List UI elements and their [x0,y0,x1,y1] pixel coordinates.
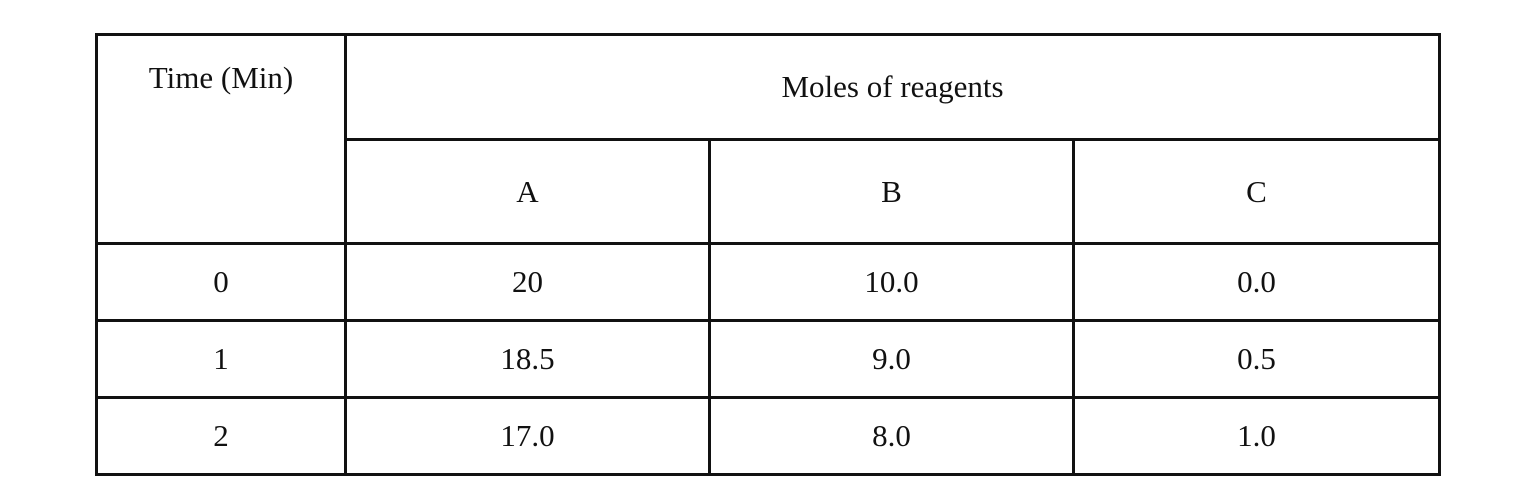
table-row: 1 18.5 9.0 0.5 [95,319,1442,399]
moles-table: Time (Min) Moles of reagents A B C 0 20 … [95,33,1442,476]
value-cell-b: 9.0 [708,319,1075,399]
value-cell-a: 18.5 [344,319,711,399]
time-cell: 2 [95,396,347,476]
time-cell: 1 [95,319,347,399]
header-row-group: Time (Min) Moles of reagents [95,33,1442,245]
column-header-c: C [1071,138,1442,245]
column-header-b: B [708,138,1075,245]
value-cell-c: 0.5 [1071,319,1442,399]
column-header-a: A [344,138,711,245]
header-row-columns: A B C [97,138,1442,245]
value-cell-a: 20 [344,242,711,322]
table-row: 2 17.0 8.0 1.0 [95,396,1442,476]
value-cell-c: 0.0 [1071,242,1442,322]
value-cell-b: 8.0 [708,396,1075,476]
time-cell: 0 [95,242,347,322]
value-cell-b: 10.0 [708,242,1075,322]
moles-header: Moles of reagents [343,33,1442,141]
time-header: Time (Min) [95,33,347,245]
value-cell-a: 17.0 [344,396,711,476]
value-cell-c: 1.0 [1071,396,1442,476]
table-row: 0 20 10.0 0.0 [95,242,1442,322]
